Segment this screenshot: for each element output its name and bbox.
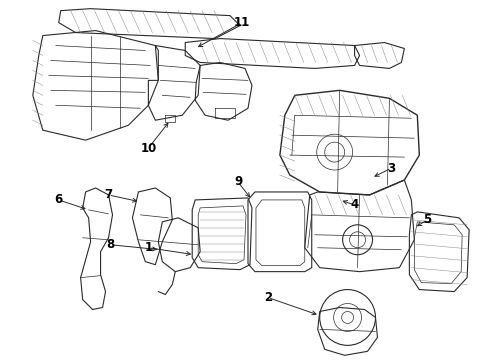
Text: 7: 7 xyxy=(104,188,113,202)
Text: 9: 9 xyxy=(234,175,242,189)
Text: 4: 4 xyxy=(350,198,359,211)
Text: 8: 8 xyxy=(106,238,115,251)
Text: 2: 2 xyxy=(264,291,272,304)
Text: 11: 11 xyxy=(234,16,250,29)
Text: 1: 1 xyxy=(145,241,152,254)
Text: 6: 6 xyxy=(54,193,63,206)
Text: 5: 5 xyxy=(423,213,431,226)
Text: 10: 10 xyxy=(140,141,156,155)
Text: 3: 3 xyxy=(388,162,395,175)
